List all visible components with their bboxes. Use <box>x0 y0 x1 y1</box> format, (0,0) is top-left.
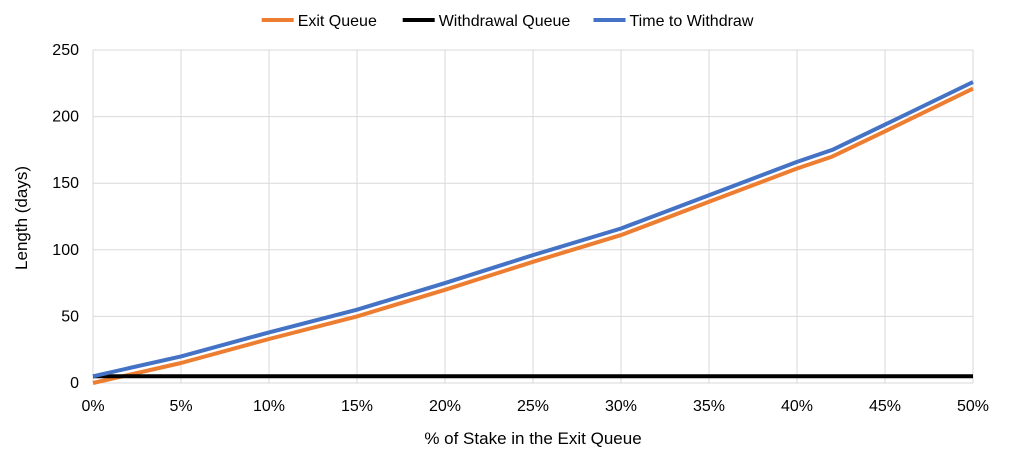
y-axis-title: Length (days) <box>12 166 31 270</box>
legend: Exit Queue Withdrawal Queue Time to Withdr… <box>261 13 754 30</box>
y-tick-label: 50 <box>61 308 79 325</box>
y-tick-label: 0 <box>70 375 79 392</box>
legend-item-exit-queue: Exit Queue <box>261 13 377 30</box>
legend-label: Exit Queue <box>298 13 377 30</box>
y-tick-label: 250 <box>52 42 79 59</box>
x-tick-label: 50% <box>957 398 989 415</box>
x-tick-label: 30% <box>605 398 637 415</box>
x-tick-label: 10% <box>253 398 285 415</box>
series-line-time-to-withdraw <box>92 80 974 379</box>
x-tick-label: 15% <box>341 398 373 415</box>
x-tick-label: 40% <box>781 398 813 415</box>
series-line-exit-queue <box>92 86 974 385</box>
legend-label: Withdrawal Queue <box>439 13 571 30</box>
x-axis-ticks: 0% 5% 10% 15% 20% 25% 30% 35% 40% 45% 50% <box>81 398 989 415</box>
x-tick-label: 25% <box>517 398 549 415</box>
y-axis-ticks: 0 50 100 150 200 250 <box>52 42 79 392</box>
series-lines <box>92 80 974 385</box>
y-tick-label: 100 <box>52 242 79 259</box>
y-tick-label: 150 <box>52 175 79 192</box>
x-axis-title: % of Stake in the Exit Queue <box>424 429 641 448</box>
x-tick-label: 45% <box>869 398 901 415</box>
legend-item-withdrawal-queue: Withdrawal Queue <box>402 13 571 30</box>
x-tick-label: 20% <box>429 398 461 415</box>
x-tick-label: 35% <box>693 398 725 415</box>
y-tick-label: 200 <box>52 109 79 126</box>
legend-label: Time to Withdraw <box>630 13 754 30</box>
x-tick-label: 5% <box>169 398 192 415</box>
legend-item-time-to-withdraw: Time to Withdraw <box>593 13 754 30</box>
gridlines <box>92 49 974 384</box>
x-tick-label: 0% <box>81 398 104 415</box>
